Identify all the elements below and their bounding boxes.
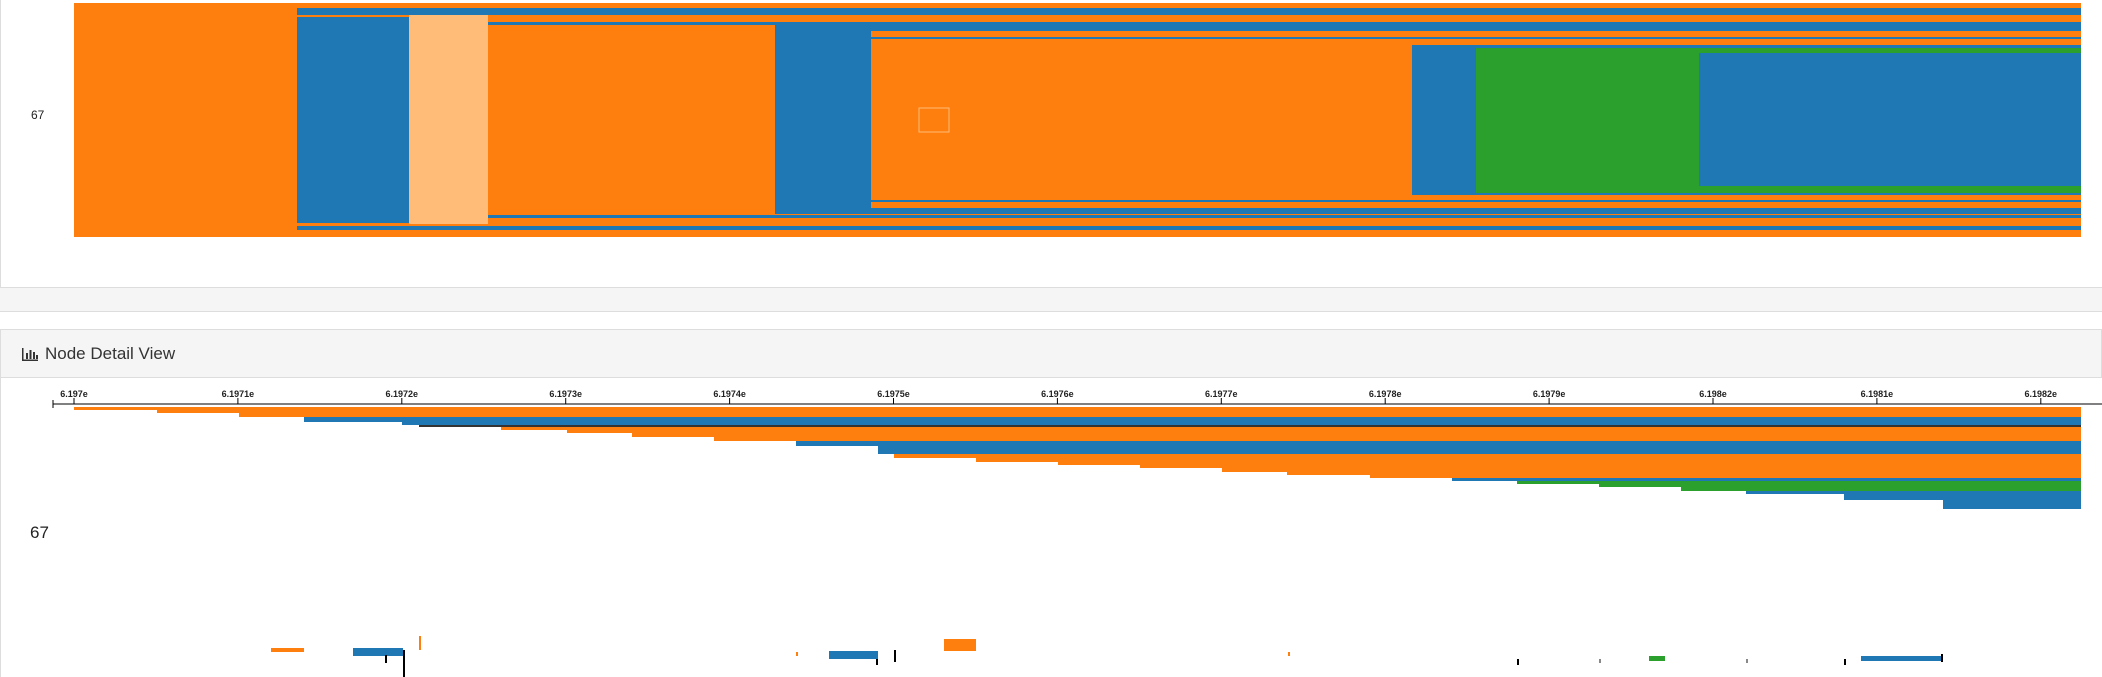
detail-mark xyxy=(385,655,387,663)
node-detail-body: 67 6.197e 6.1971e 6.1972e 6.1973e 6.1974e 6.1… xyxy=(0,378,2102,677)
detail-mark xyxy=(829,651,878,659)
overview-block xyxy=(409,15,488,224)
overview-block xyxy=(918,107,950,133)
detail-bar xyxy=(1681,481,2081,491)
detail-bar xyxy=(419,425,2081,427)
x-axis-tick-label: 6.197e xyxy=(60,389,88,399)
detail-bar xyxy=(239,407,2081,417)
x-axis-tick-label: 6.1971e xyxy=(222,389,255,399)
detail-mark xyxy=(353,648,403,656)
detail-mark xyxy=(1861,656,1943,661)
detail-mark xyxy=(419,636,421,650)
x-axis-tick-label: 6.1982e xyxy=(2025,389,2058,399)
detail-mark xyxy=(796,652,798,656)
overview-footer xyxy=(0,287,2102,312)
x-axis-ticks: 6.197e 6.1971e 6.1972e 6.1973e 6.1974e 6.1975… xyxy=(60,389,2057,404)
overview-block xyxy=(297,223,2081,226)
overview-block xyxy=(871,200,2081,202)
detail-bar xyxy=(304,417,2081,422)
detail-mark xyxy=(1844,659,1846,665)
detail-mark xyxy=(1746,659,1748,663)
detail-bar xyxy=(402,422,2081,425)
detail-mark xyxy=(944,639,976,651)
x-axis-tick-label: 6.1975e xyxy=(877,389,910,399)
detail-mark xyxy=(271,648,304,652)
overview-block xyxy=(1699,53,2081,186)
detail-mark xyxy=(1517,659,1519,665)
x-axis-tick-label: 6.1981e xyxy=(1861,389,1894,399)
overview-block xyxy=(871,37,2081,39)
bar-chart-icon xyxy=(22,347,38,361)
overview-block xyxy=(488,22,2081,25)
detail-row-label: 67 xyxy=(30,523,49,542)
detail-mark xyxy=(1288,652,1290,656)
x-axis-tick-label: 6.1974e xyxy=(713,389,746,399)
detail-mark xyxy=(1599,659,1601,663)
x-axis-tick-label: 6.1973e xyxy=(549,389,582,399)
node-detail-title: Node Detail View xyxy=(45,343,176,363)
x-axis-tick-label: 6.1979e xyxy=(1533,389,1566,399)
detail-mark xyxy=(1941,654,1943,662)
detail-mark xyxy=(403,650,405,677)
x-axis-tick-label: 6.1976e xyxy=(1041,389,1074,399)
detail-bar xyxy=(1370,454,2081,478)
detail-bar xyxy=(1452,478,2081,481)
overview-block xyxy=(488,215,2081,218)
x-axis-tick-label: 6.1978e xyxy=(1369,389,1402,399)
detail-mark xyxy=(876,659,878,665)
overview-flame-chart[interactable] xyxy=(1,0,2102,287)
detail-mark xyxy=(1649,656,1665,661)
detail-bar xyxy=(1943,491,2081,509)
x-axis-tick-label: 6.1972e xyxy=(386,389,419,399)
detail-flame-chart[interactable]: 6.197e 6.1971e 6.1972e 6.1973e 6.1974e 6.1975… xyxy=(1,378,2102,677)
overview-row-label: 67 xyxy=(31,108,45,122)
x-axis-tick-label: 6.198e xyxy=(1699,389,1727,399)
x-axis-tick-label: 6.1977e xyxy=(1205,389,1238,399)
node-detail-header: Node Detail View xyxy=(0,329,2102,378)
overview-panel: 67 xyxy=(0,0,2102,287)
detail-bar xyxy=(714,427,2081,441)
detail-bar xyxy=(878,441,2081,454)
detail-mark xyxy=(894,650,896,662)
